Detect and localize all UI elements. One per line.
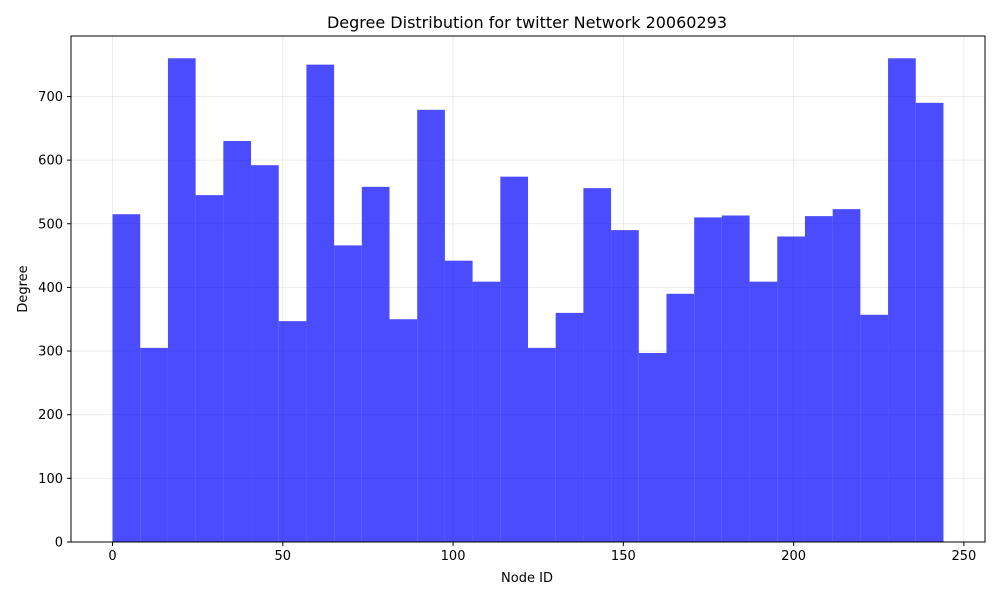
histogram-bar — [112, 214, 141, 542]
histogram-bar — [749, 281, 778, 542]
chart-title: Degree Distribution for twitter Network … — [327, 13, 727, 32]
x-tick-label: 100 — [441, 549, 466, 564]
histogram-bar — [444, 260, 473, 542]
y-tick-label: 600 — [38, 154, 63, 169]
x-tick-label: 200 — [781, 549, 806, 564]
histogram-bar — [195, 195, 224, 542]
y-axis-label: Degree — [16, 265, 31, 312]
y-tick-label: 300 — [38, 345, 63, 360]
histogram-bar — [167, 58, 196, 542]
histogram-bar — [361, 186, 390, 542]
histogram-bar — [694, 217, 722, 542]
histogram-bar — [666, 293, 695, 542]
histogram-bar — [638, 352, 667, 542]
y-tick-label: 700 — [38, 90, 63, 105]
x-tick-label: 150 — [611, 549, 636, 564]
histogram-bar — [777, 236, 805, 542]
histogram-bar — [583, 188, 612, 543]
histogram-bar — [223, 141, 252, 543]
histogram-bar — [389, 319, 418, 542]
x-tick-label: 0 — [108, 549, 116, 564]
histogram-bar — [528, 347, 556, 542]
plot-frame — [70, 35, 986, 543]
x-axis: 0 50 100 150 200 250 — [108, 542, 976, 564]
histogram-bar — [555, 312, 584, 542]
bars — [112, 58, 944, 543]
histogram-bar — [888, 58, 916, 542]
histogram-bar — [500, 176, 528, 543]
histogram-bar — [611, 230, 639, 542]
histogram-bar — [278, 321, 307, 542]
y-tick-label: 500 — [38, 217, 63, 232]
y-tick-label: 400 — [38, 281, 63, 296]
histogram-bar — [915, 102, 944, 542]
histogram-bar — [140, 347, 168, 542]
y-axis: 0 100 200 300 400 500 600 700 — [38, 90, 71, 551]
histogram-bar — [804, 216, 833, 542]
y-tick-label: 100 — [38, 472, 63, 487]
histogram-bar — [306, 64, 335, 542]
histogram-bar — [251, 165, 279, 543]
histogram-bar — [860, 314, 889, 542]
y-tick-label: 200 — [38, 408, 63, 423]
histogram-bar — [334, 245, 362, 543]
y-tick-label: 0 — [55, 536, 63, 551]
histogram-bar — [472, 281, 501, 542]
histogram-bar — [832, 209, 861, 542]
histogram-bar — [417, 109, 445, 542]
histogram-bar — [721, 215, 750, 542]
x-tick-label: 50 — [275, 549, 292, 564]
x-axis-label: Node ID — [501, 571, 553, 586]
x-tick-label: 250 — [951, 549, 976, 564]
